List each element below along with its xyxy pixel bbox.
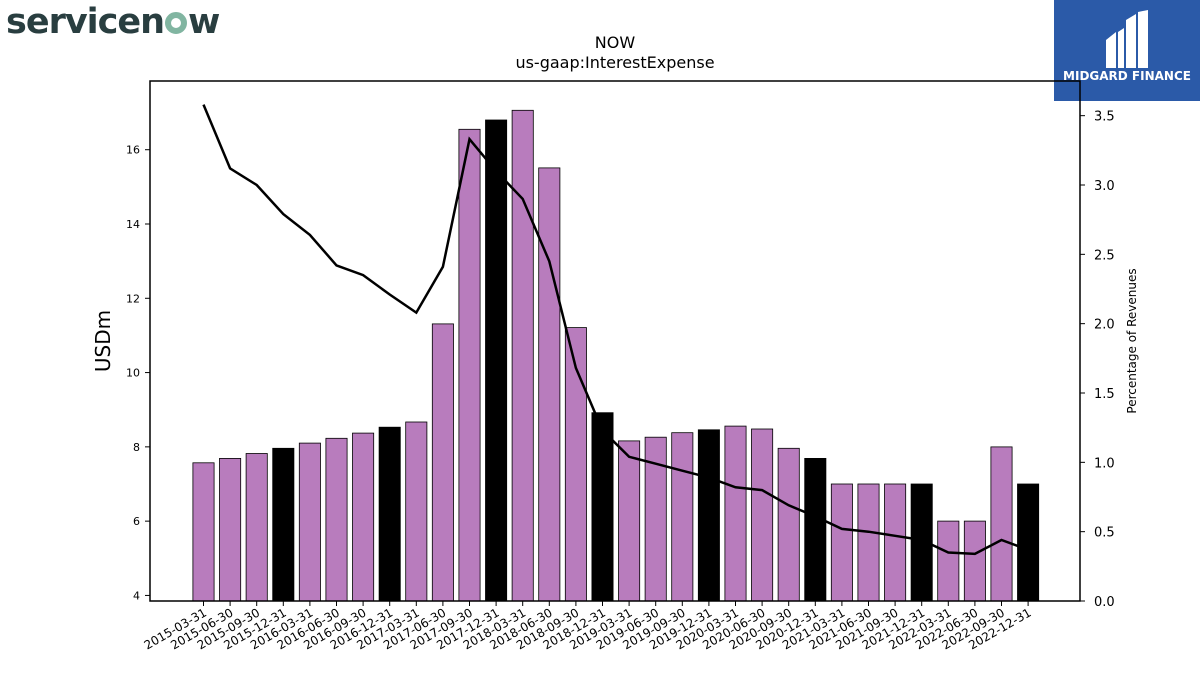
y-tick-label: 14 <box>126 218 140 231</box>
bar-2020-06-30 <box>751 428 774 602</box>
y2-tick-label: 2.5 <box>1094 248 1115 263</box>
y-tick-label: 10 <box>126 367 140 380</box>
bar-2018-03-31 <box>511 109 534 602</box>
y-axis-label: USDm <box>91 310 115 372</box>
y-tick-label: 6 <box>133 515 140 528</box>
bar-2022-03-31 <box>937 520 960 602</box>
bar-2020-09-30 <box>777 447 800 602</box>
bar-2016-12-31 <box>378 426 401 602</box>
plot-frame <box>149 80 1081 602</box>
y2-tick-label: 1.0 <box>1094 456 1115 471</box>
bar-2017-06-30 <box>431 323 454 602</box>
servicenow-logo-o <box>165 12 188 34</box>
bar-2021-06-30 <box>857 483 880 602</box>
y2-tick-label: 3.0 <box>1094 179 1115 194</box>
right-axis-ticks: 0.0 0.5 1.0 1.5 2.0 2.5 3.0 3.5 <box>1080 110 1115 610</box>
bar-2015-03-31 <box>192 462 215 602</box>
y-tick-label: 12 <box>126 292 140 305</box>
midgard-finance-logo: MIDGARD FINANCE <box>1054 0 1200 101</box>
y-tick-label: 8 <box>133 441 140 454</box>
bar-2019-12-31 <box>697 429 720 602</box>
bar-2015-06-30 <box>219 457 242 602</box>
bar-2022-12-31 <box>1017 483 1040 602</box>
bar-2020-12-31 <box>804 457 827 602</box>
bar-2017-12-31 <box>485 119 508 602</box>
servicenow-logo: servicen w <box>6 2 220 42</box>
bar-2015-12-31 <box>272 447 295 602</box>
y-tick-label: 16 <box>126 144 140 157</box>
bar-2016-09-30 <box>352 432 375 602</box>
left-axis-ticks: 4 6 8 10 12 14 16 <box>126 144 150 602</box>
bar-2019-09-30 <box>671 432 694 602</box>
bar-2020-03-31 <box>724 425 747 602</box>
y2-tick-label: 0.0 <box>1094 595 1115 610</box>
y-tick-label: 4 <box>133 589 140 602</box>
bar-2018-06-30 <box>538 167 561 602</box>
y2-tick-label: 3.5 <box>1094 110 1115 125</box>
bar-2021-09-30 <box>884 483 907 602</box>
chart-subtitle: us-gaap:InterestExpense <box>515 53 714 72</box>
y2-tick-label: 1.5 <box>1094 387 1115 402</box>
chart-title: NOW <box>595 33 636 52</box>
bar-2016-06-30 <box>325 437 348 602</box>
bar-2017-09-30 <box>458 128 481 602</box>
y2-tick-label: 2.0 <box>1094 318 1115 333</box>
bar-2017-03-31 <box>405 421 428 602</box>
bar-2022-06-30 <box>963 520 986 602</box>
bar-2016-03-31 <box>298 442 321 602</box>
bars-group <box>192 109 1040 602</box>
bar-2019-03-31 <box>618 440 641 602</box>
bar-2022-09-30 <box>990 446 1013 602</box>
percentage-of-revenues-line <box>202 104 1029 556</box>
y2-tick-label: 0.5 <box>1094 526 1115 541</box>
midgard-emblem-icon <box>1106 10 1148 68</box>
x-axis-ticks: 2015-03-312015-06-302015-09-302015-12-31… <box>142 601 1034 652</box>
y2-axis-label: Percentage of Revenues <box>1125 268 1139 413</box>
servicenow-logo-text: servicen <box>6 2 165 42</box>
bar-2015-09-30 <box>245 453 268 602</box>
midgard-finance-text: MIDGARD FINANCE <box>1063 69 1191 83</box>
servicenow-logo-text-end: w <box>188 2 220 42</box>
bar-2018-12-31 <box>591 412 614 602</box>
bar-2021-03-31 <box>830 483 853 602</box>
